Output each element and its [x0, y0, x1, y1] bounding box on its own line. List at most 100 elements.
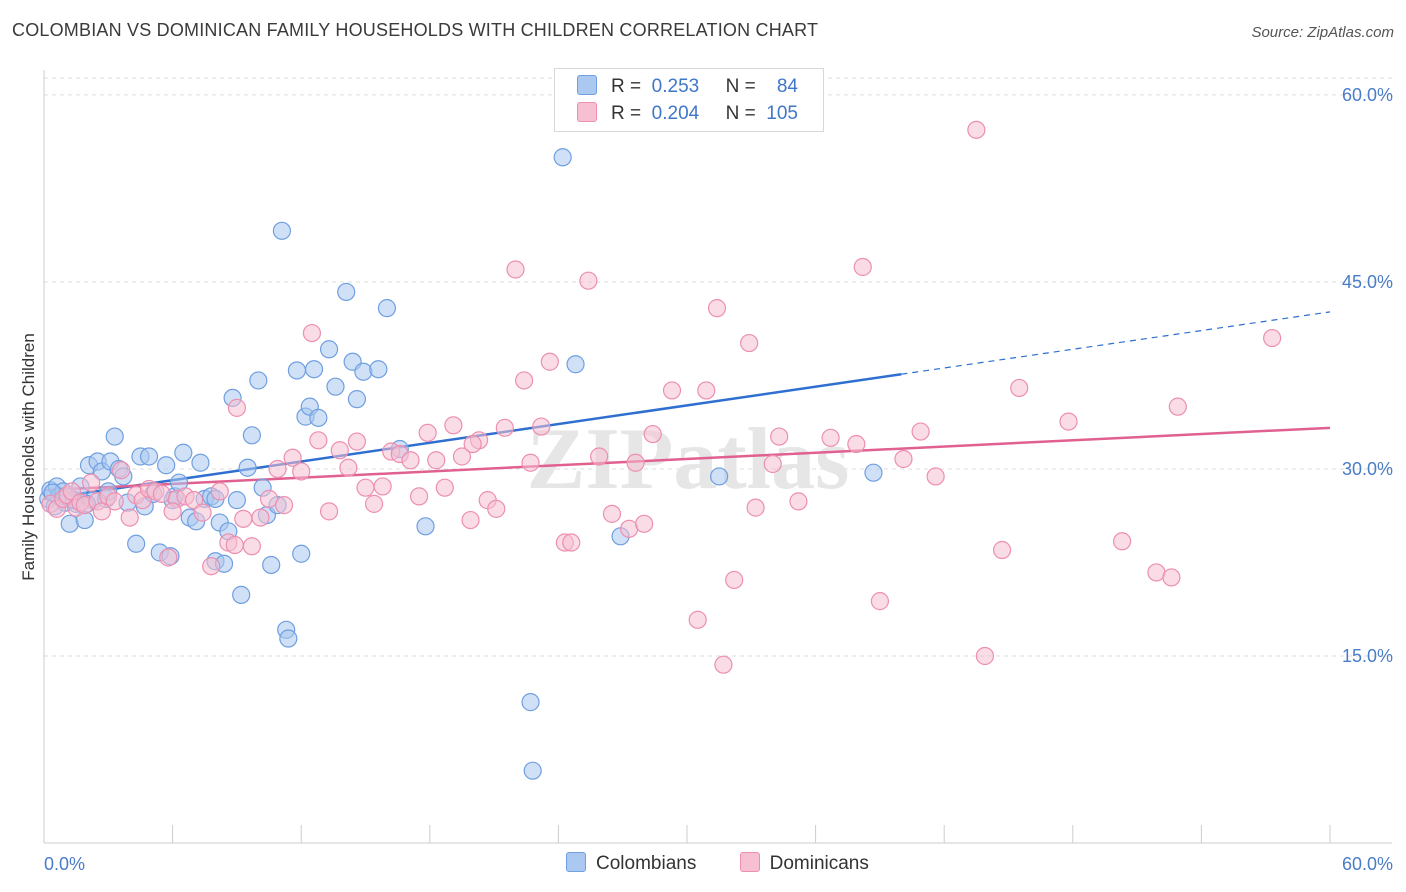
point-dominicans — [163, 502, 182, 521]
point-colombians — [347, 390, 367, 409]
series-legend: Colombians Dominicans — [566, 852, 907, 875]
legend-r-value: 0.204 — [651, 103, 700, 124]
point-dominicans — [184, 491, 204, 510]
legend-swatch-colombians — [566, 852, 586, 872]
legend-n-label: N = — [725, 76, 756, 97]
point-dominicans — [870, 592, 890, 611]
point-dominicans — [112, 461, 131, 480]
point-dominicans — [159, 548, 178, 567]
point-dominicans — [662, 381, 682, 400]
legend-swatch-dominicans — [739, 852, 760, 872]
point-dominicans — [590, 447, 609, 466]
point-dominicans — [975, 646, 995, 666]
chart-title: COLOMBIAN VS DOMINICAN FAMILY HOUSEHOLDS… — [12, 20, 819, 40]
point-dominicans — [92, 502, 111, 521]
x-tick-label: 0.0% — [44, 854, 85, 874]
legend-r-label: R = — [611, 103, 642, 124]
point-colombians — [105, 427, 124, 446]
point-dominicans — [763, 454, 782, 474]
point-dominicans — [1168, 397, 1187, 416]
legend-r-label: R = — [611, 76, 642, 97]
point-dominicans — [579, 271, 598, 290]
point-colombians — [521, 693, 540, 712]
point-dominicans — [225, 535, 244, 555]
point-dominicans — [821, 428, 840, 447]
legend-label-dominicans: Dominicans — [769, 853, 869, 874]
point-dominicans — [234, 509, 253, 528]
point-colombians — [864, 463, 883, 482]
point-dominicans — [1010, 378, 1029, 398]
point-dominicans — [82, 473, 101, 492]
point-dominicans — [789, 492, 808, 511]
point-dominicans — [452, 447, 472, 466]
point-dominicans — [347, 432, 367, 451]
legend-row-dominicans: R = 0.204 N = 105 — [577, 102, 798, 126]
point-dominicans — [967, 120, 986, 139]
axes — [43, 70, 1392, 844]
point-dominicans — [515, 371, 534, 390]
point-dominicans — [770, 427, 789, 446]
point-dominicans — [302, 323, 322, 343]
legend-n-label: N = — [725, 103, 756, 124]
legend-swatch-dominicans — [577, 102, 597, 122]
point-dominicans — [227, 398, 246, 417]
y-axis-label: Family Households with Children — [19, 333, 38, 581]
point-colombians — [553, 148, 572, 167]
point-dominicans — [1263, 328, 1282, 348]
point-dominicans — [283, 448, 302, 467]
point-dominicans — [626, 453, 645, 472]
point-colombians — [191, 453, 210, 472]
point-colombians — [523, 761, 542, 780]
legend-r-value: 0.253 — [651, 76, 700, 97]
point-dominicans — [268, 459, 287, 479]
point-colombians — [139, 447, 159, 466]
point-colombians — [377, 299, 397, 318]
point-dominicans — [463, 434, 482, 454]
point-colombians — [416, 517, 435, 536]
legend-n-value: 105 — [766, 103, 798, 124]
point-colombians — [337, 282, 356, 302]
point-dominicans — [120, 508, 139, 527]
point-dominicans — [725, 570, 744, 590]
point-dominicans — [620, 519, 639, 538]
stats-legend: R = 0.253 N = 84 R = 0.204 N = 105 — [554, 68, 824, 132]
grid-lines — [44, 77, 1392, 657]
point-colombians — [304, 360, 324, 379]
point-dominicans — [1162, 568, 1181, 587]
point-dominicans — [487, 499, 506, 518]
point-dominicans — [251, 508, 270, 527]
point-dominicans — [242, 537, 262, 556]
point-dominicans — [714, 655, 733, 674]
point-colombians — [369, 360, 388, 379]
point-dominicans — [740, 333, 759, 353]
point-dominicans — [521, 453, 540, 472]
point-dominicans — [356, 478, 375, 497]
point-colombians — [249, 371, 268, 390]
point-dominicans — [319, 502, 339, 521]
point-dominicans — [495, 418, 514, 437]
point-dominicans — [853, 257, 872, 277]
point-dominicans — [202, 557, 221, 576]
point-dominicans — [339, 458, 358, 477]
point-dominicans — [330, 441, 349, 460]
point-colombians — [232, 585, 251, 604]
legend-item-dominicans: Dominicans — [739, 852, 869, 875]
point-dominicans — [309, 431, 328, 450]
point-colombians — [354, 362, 373, 381]
point-colombians — [127, 534, 146, 553]
x-tick-label: 60.0% — [1342, 854, 1393, 874]
point-dominicans — [409, 487, 429, 506]
point-dominicans — [635, 514, 654, 533]
point-colombians — [272, 221, 292, 240]
legend-item-colombians: Colombians — [566, 852, 696, 875]
point-dominicans — [707, 299, 727, 318]
point-colombians — [238, 458, 257, 477]
point-dominicans — [697, 381, 716, 400]
legend-swatch-colombians — [577, 75, 597, 95]
point-colombians — [326, 377, 345, 396]
point-dominicans — [105, 492, 124, 511]
point-dominicans — [274, 496, 294, 515]
point-dominicans — [418, 423, 437, 442]
point-dominicans — [1147, 563, 1166, 582]
point-dominicans — [373, 477, 392, 496]
